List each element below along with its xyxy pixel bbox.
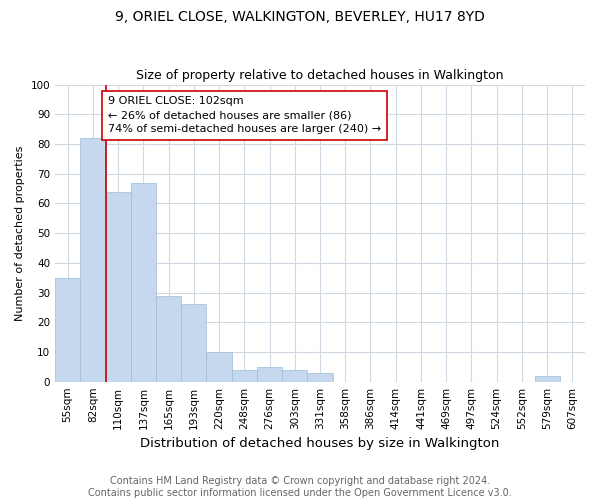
Text: 9 ORIEL CLOSE: 102sqm
← 26% of detached houses are smaller (86)
74% of semi-deta: 9 ORIEL CLOSE: 102sqm ← 26% of detached … [108,96,381,134]
Y-axis label: Number of detached properties: Number of detached properties [15,146,25,321]
Bar [156,296,181,382]
Bar [55,278,80,382]
Bar [80,138,106,382]
Title: Size of property relative to detached houses in Walkington: Size of property relative to detached ho… [136,69,504,82]
Bar [535,376,560,382]
X-axis label: Distribution of detached houses by size in Walkington: Distribution of detached houses by size … [140,437,500,450]
Bar [206,352,232,382]
Bar [181,304,206,382]
Text: 9, ORIEL CLOSE, WALKINGTON, BEVERLEY, HU17 8YD: 9, ORIEL CLOSE, WALKINGTON, BEVERLEY, HU… [115,10,485,24]
Bar [106,192,131,382]
Bar [257,367,282,382]
Bar [307,373,332,382]
Bar [232,370,257,382]
Bar [282,370,307,382]
Text: Contains HM Land Registry data © Crown copyright and database right 2024.
Contai: Contains HM Land Registry data © Crown c… [88,476,512,498]
Bar [131,182,156,382]
